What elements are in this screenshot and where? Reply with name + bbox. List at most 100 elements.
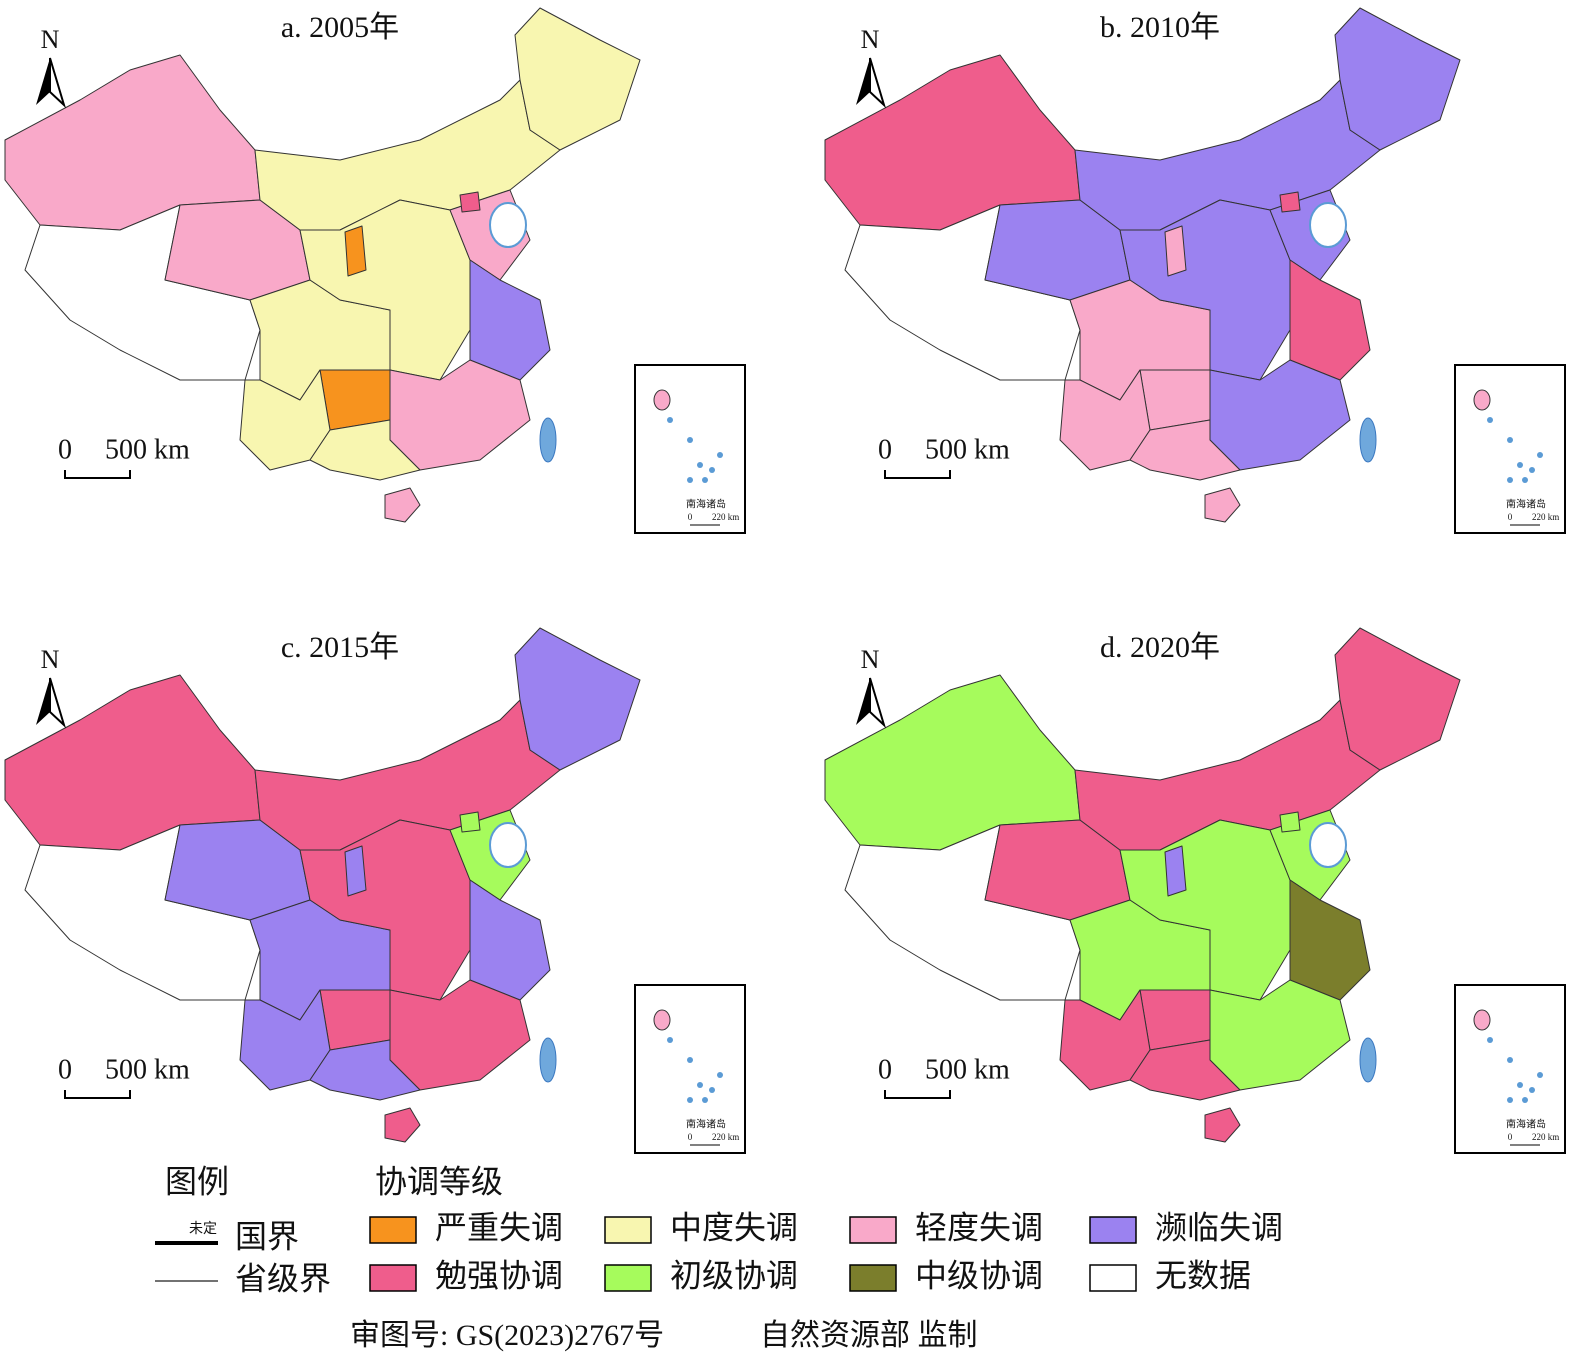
legend-label: 无数据 (1155, 1257, 1251, 1293)
inset-dot (1522, 477, 1528, 483)
province-region (1204, 487, 1241, 523)
legend-label: 轻度失调 (915, 1209, 1043, 1245)
map-panel: c. 2015年 N 0 500 km 南海诸岛 0 220 km (4, 627, 746, 1154)
legend-label: 初级协调 (670, 1257, 798, 1293)
legend-swatch (604, 1216, 652, 1244)
inset-scale: 220 km (1532, 512, 1559, 522)
taiwan (539, 1037, 557, 1083)
inset-dot (697, 1082, 703, 1088)
province-region (1279, 811, 1301, 833)
legend-swatch (1089, 1216, 1137, 1244)
province-region (319, 369, 391, 431)
inset-dot (702, 1097, 708, 1103)
north-arrow-half (869, 677, 887, 729)
inset-dot (667, 1037, 673, 1043)
province-region (344, 845, 367, 897)
scale-bar (884, 470, 951, 479)
scale-bar (884, 1090, 951, 1099)
province-region (1334, 627, 1461, 771)
scale-bar (64, 1090, 131, 1099)
province-region (514, 7, 641, 151)
scale-label: 500 km (105, 434, 190, 465)
taiwan (539, 417, 557, 463)
province-region (469, 259, 551, 381)
province-region (389, 359, 531, 471)
north-label: N (41, 25, 60, 54)
inset-frame (1454, 984, 1566, 1154)
legend-label: 濒临失调 (1155, 1209, 1283, 1245)
legend-label: 严重失调 (435, 1209, 563, 1245)
taiwan (1359, 1037, 1377, 1083)
province-region (1139, 369, 1211, 431)
legend-title: 图例 (165, 1163, 229, 1199)
north-arrow (856, 58, 870, 105)
inset-zero: 0 (688, 512, 693, 522)
bohai-sea (489, 822, 527, 868)
inset-dot (1517, 1082, 1523, 1088)
province-region (1139, 989, 1211, 1051)
map-panel: d. 2020年 N 0 500 km 南海诸岛 0 220 km (824, 627, 1566, 1154)
province-region (1289, 259, 1371, 381)
inset-dot (1507, 1057, 1513, 1063)
province-region (1279, 191, 1301, 213)
panel-title: a. 2005年 (281, 11, 399, 44)
inset-scale: 220 km (712, 512, 739, 522)
map-panel: a. 2005年 N 0 500 km 南海诸岛 0 220 km (4, 7, 746, 534)
inset-dot (717, 452, 723, 458)
legend-swatch (604, 1264, 652, 1292)
inset-dot (709, 467, 715, 473)
inset-island (653, 389, 671, 411)
inset-dot (687, 1057, 693, 1063)
inset-dot (1517, 462, 1523, 468)
inset-island (653, 1009, 671, 1031)
bohai-sea (1309, 202, 1347, 248)
province-region (24, 204, 261, 381)
scale-label: 500 km (925, 1054, 1010, 1085)
legend-swatch (849, 1216, 897, 1244)
province-region (514, 627, 641, 771)
province-region (384, 487, 421, 523)
scale-bar (64, 470, 131, 479)
scale-label: 500 km (105, 1054, 190, 1085)
panel-title: c. 2015年 (281, 631, 399, 664)
province-region (1129, 419, 1241, 481)
bohai-sea (489, 202, 527, 248)
legend-label: 中度失调 (670, 1209, 798, 1245)
inset-island (1473, 1009, 1491, 1031)
legend-class-title: 协调等级 (375, 1163, 503, 1199)
province-region (319, 989, 391, 1051)
inset-dot (717, 1072, 723, 1078)
north-arrow-half (49, 677, 67, 729)
review-number: 审图号: GS(2023)2767号 (350, 1319, 664, 1352)
north-arrow (36, 678, 50, 725)
panel-title: b. 2010年 (1100, 11, 1220, 44)
inset-island (1473, 389, 1491, 411)
province-region (309, 419, 421, 481)
inset-dot (1507, 477, 1513, 483)
province-region (384, 1107, 421, 1143)
undefined-label: 未定 (189, 1221, 217, 1237)
panel-title: d. 2020年 (1100, 631, 1220, 664)
north-label: N (861, 645, 880, 674)
inset-label: 南海诸岛 (1506, 497, 1546, 510)
province-label: 省级界 (235, 1260, 331, 1296)
inset-label: 南海诸岛 (686, 1117, 726, 1130)
inset-dot (702, 477, 708, 483)
province-region (1129, 1039, 1241, 1101)
province-region (1334, 7, 1461, 151)
scale-zero: 0 (878, 434, 892, 465)
north-label: N (861, 25, 880, 54)
north-arrow-half (49, 57, 67, 109)
inset-dot (1537, 1072, 1543, 1078)
legend-swatch (849, 1264, 897, 1292)
scale-zero: 0 (878, 1054, 892, 1085)
inset-label: 南海诸岛 (686, 497, 726, 510)
inset-dot (1529, 467, 1535, 473)
inset-dot (1507, 437, 1513, 443)
inset-zero: 0 (1508, 512, 1513, 522)
inset-label: 南海诸岛 (1506, 1117, 1546, 1130)
inset-dot (687, 437, 693, 443)
inset-frame (1454, 364, 1566, 534)
supervisor: 自然资源部 监制 (760, 1319, 978, 1352)
inset-zero: 0 (1508, 1132, 1513, 1142)
